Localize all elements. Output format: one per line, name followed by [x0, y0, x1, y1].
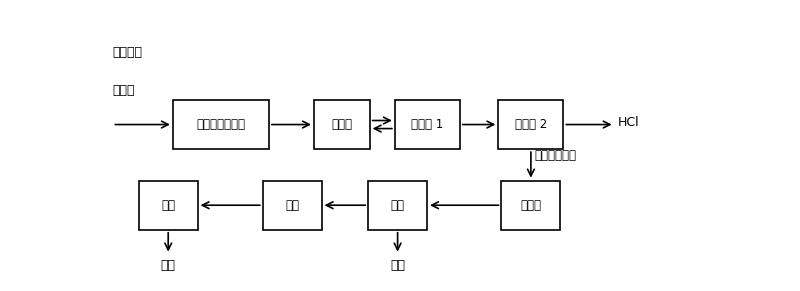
Text: 分离: 分离: [390, 199, 405, 212]
Text: 催化剂: 催化剂: [112, 84, 135, 97]
FancyBboxPatch shape: [314, 100, 370, 149]
FancyBboxPatch shape: [368, 180, 427, 230]
FancyBboxPatch shape: [262, 180, 322, 230]
Text: 五氯乙烷: 五氯乙烷: [112, 46, 142, 59]
Text: 冷凝器 1: 冷凝器 1: [411, 118, 443, 131]
Text: 水碱洗: 水碱洗: [520, 199, 542, 212]
Text: HCl: HCl: [618, 116, 639, 129]
Text: 精馏: 精馏: [161, 199, 175, 212]
FancyBboxPatch shape: [395, 100, 460, 149]
Text: 废水: 废水: [390, 259, 405, 272]
FancyBboxPatch shape: [138, 180, 198, 230]
Text: 脱氯化氢反应器: 脱氯化氢反应器: [197, 118, 246, 131]
FancyBboxPatch shape: [173, 100, 269, 149]
Text: 成品: 成品: [161, 259, 176, 272]
FancyBboxPatch shape: [498, 100, 563, 149]
Text: 冷凝器 2: 冷凝器 2: [514, 118, 547, 131]
Text: 分离塔: 分离塔: [331, 118, 352, 131]
FancyBboxPatch shape: [502, 180, 560, 230]
Text: 粗品四氯乙烯: 粗品四氯乙烯: [534, 149, 576, 162]
Text: 干燥: 干燥: [285, 199, 299, 212]
